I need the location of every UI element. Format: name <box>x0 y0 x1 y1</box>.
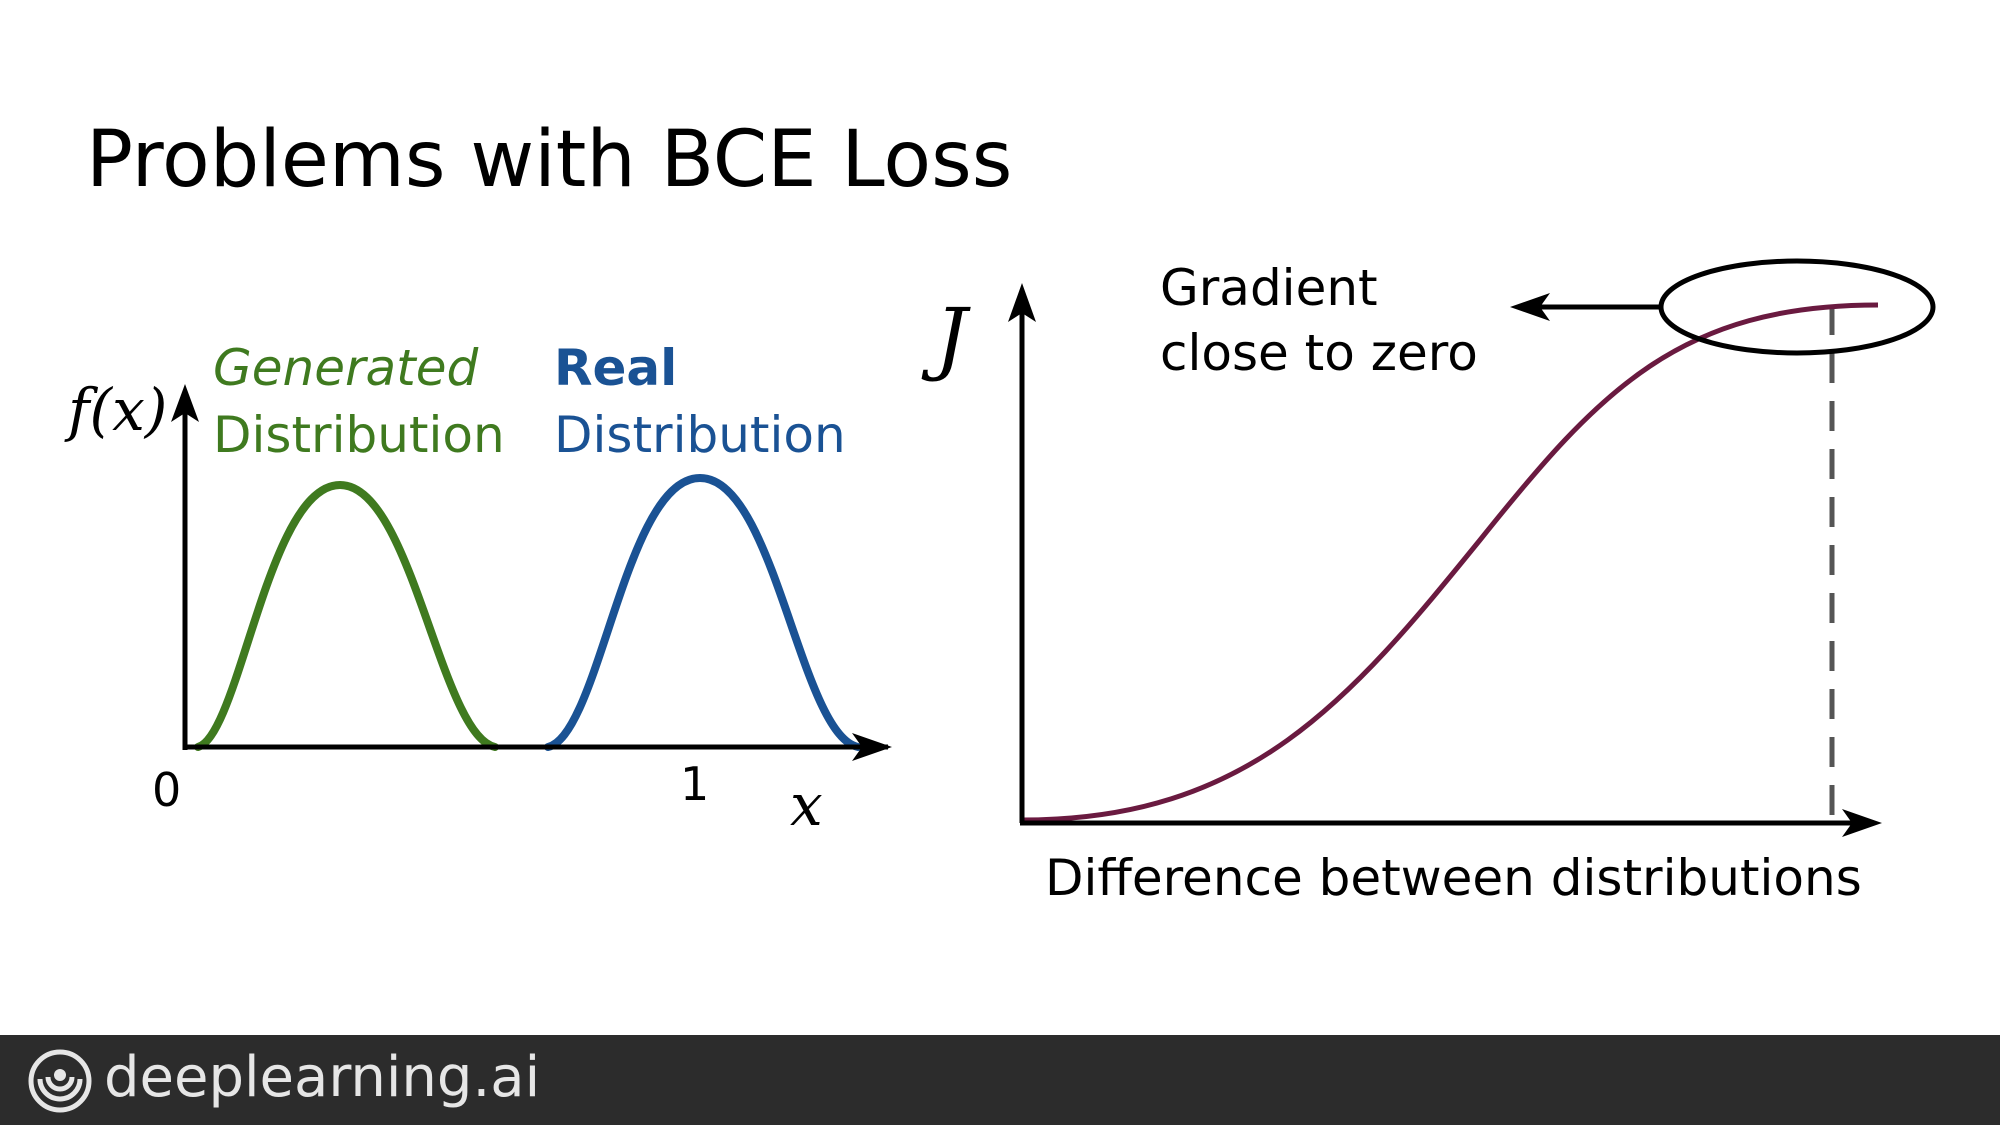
left-x-axis-arrowhead <box>852 733 892 761</box>
generated-distribution-curve <box>194 480 499 751</box>
cost-curve <box>1021 302 1879 823</box>
real-label-line2: Distribution <box>554 406 846 464</box>
diagram-canvas: f(x) x 0 1 Generated Distribution Real D… <box>64 258 1936 907</box>
left-x-axis-label: x <box>790 771 823 839</box>
left-y-axis-arrowhead <box>171 384 199 422</box>
real-distribution-curve <box>544 473 862 751</box>
tick-one: 1 <box>680 757 709 811</box>
tick-zero: 0 <box>152 763 181 817</box>
right-y-axis-label: J <box>921 291 971 384</box>
real-label-line1: Real <box>554 339 677 397</box>
right-x-axis-arrowhead <box>1842 809 1882 837</box>
generated-label-line1: Generated <box>213 339 479 397</box>
slide-title: Problems with BCE Loss <box>86 115 1013 205</box>
right-x-axis-label: Difference between distributions <box>1045 849 1862 907</box>
flat-region-ellipse <box>1658 258 1936 356</box>
annotation-line1: Gradient <box>1160 259 1378 317</box>
annotation-arrowhead <box>1510 293 1550 321</box>
right-plot: J Gradient close to zero Difference betw… <box>921 258 1936 907</box>
left-y-axis-label: f(x) <box>64 376 167 444</box>
footer-bar: deeplearning.ai <box>0 1035 2000 1125</box>
brand-name: deeplearning.ai <box>104 1045 541 1110</box>
left-plot: f(x) x 0 1 Generated Distribution Real D… <box>64 339 892 839</box>
right-y-axis-arrowhead <box>1008 283 1036 322</box>
deeplearning-logo-icon <box>28 1049 92 1113</box>
annotation-line2: close to zero <box>1160 324 1478 382</box>
generated-label-line2: Distribution <box>213 406 505 464</box>
